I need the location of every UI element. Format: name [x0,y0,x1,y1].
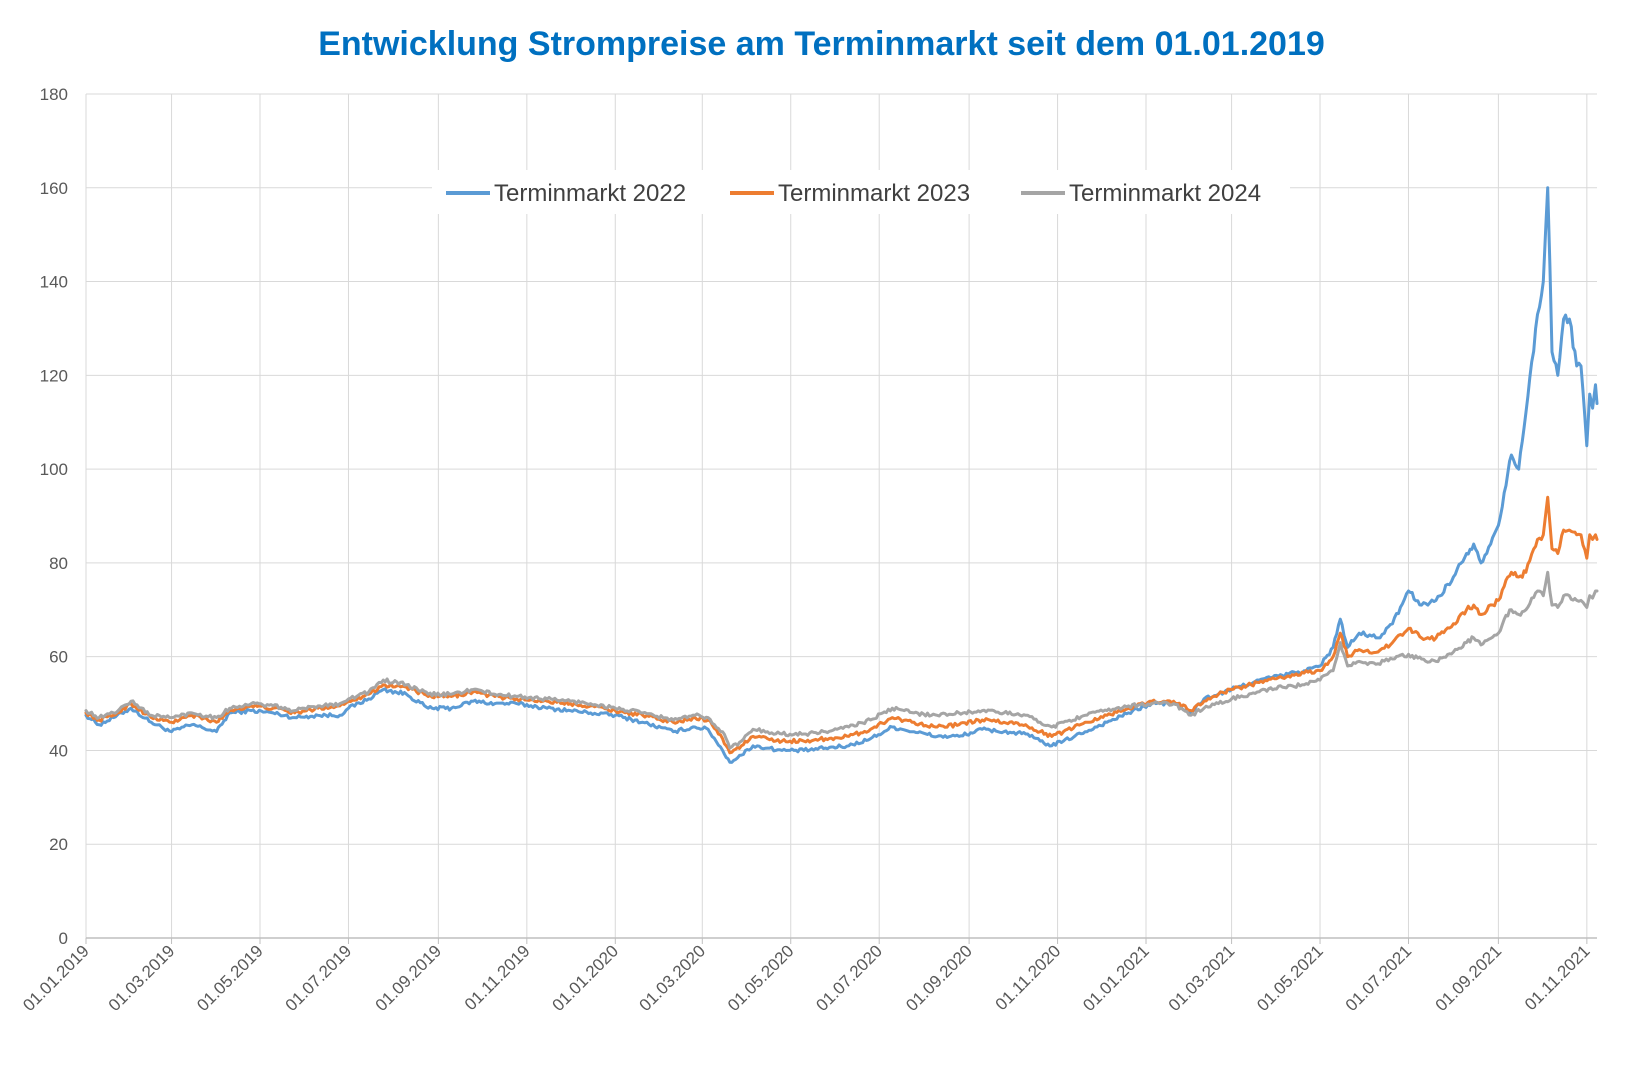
y-tick-label: 160 [40,179,68,198]
y-tick-label: 40 [49,741,68,760]
series-line-1 [84,186,1599,764]
legend-label: Terminmarkt 2022 [494,180,686,207]
y-tick-label: 180 [40,85,68,104]
series-line-3 [84,570,1599,750]
y-tick-label: 0 [59,929,68,948]
legend-entry[interactable]: Terminmarkt 2023 [730,180,970,207]
legend-label: Terminmarkt 2024 [1069,180,1261,207]
gridlines [85,93,1597,939]
legend-entry[interactable]: Terminmarkt 2022 [446,180,686,207]
y-tick-label: 20 [49,835,68,854]
chart-title: Entwicklung Strompreise am Terminmarkt s… [318,25,1325,63]
y-tick-label: 80 [49,554,68,573]
legend-entry[interactable]: Terminmarkt 2024 [1021,180,1261,207]
y-tick-label: 140 [40,273,68,292]
y-tick-label: 60 [49,648,68,667]
series-lines [84,186,1599,764]
y-tick-label: 100 [40,460,68,479]
legend-background [432,170,1290,214]
y-tick-label: 120 [40,366,68,385]
legend-label: Terminmarkt 2023 [778,180,970,207]
legend[interactable]: Terminmarkt 2022 Terminmarkt 2023 Terminma… [432,170,1290,214]
